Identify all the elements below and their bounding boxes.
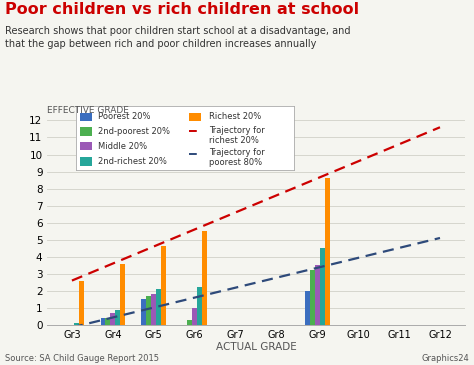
Bar — [320, 248, 325, 325]
Bar — [305, 291, 310, 325]
Bar — [106, 318, 110, 325]
Text: Middle 20%: Middle 20% — [98, 142, 147, 151]
Text: Poorest 20%: Poorest 20% — [98, 112, 150, 121]
Text: 2nd-poorest 20%: 2nd-poorest 20% — [98, 127, 170, 136]
Text: EFFECTIVE GRADE: EFFECTIVE GRADE — [47, 106, 129, 115]
Bar — [187, 320, 192, 325]
X-axis label: ACTUAL GRADE: ACTUAL GRADE — [216, 342, 296, 353]
Bar — [192, 308, 197, 325]
Bar — [110, 313, 115, 325]
Text: Poor children vs rich children at school: Poor children vs rich children at school — [5, 2, 359, 17]
Bar — [80, 112, 92, 121]
Bar — [120, 264, 125, 325]
Text: Graphics24: Graphics24 — [421, 354, 469, 363]
Bar — [310, 270, 315, 325]
Bar — [315, 265, 320, 325]
Bar — [141, 299, 146, 325]
Bar — [197, 287, 202, 325]
Bar — [80, 142, 92, 150]
Bar — [151, 294, 156, 325]
Text: Trajectory for
richest 20%: Trajectory for richest 20% — [209, 126, 264, 145]
Bar — [325, 178, 329, 325]
Text: Source: SA Child Gauge Report 2015: Source: SA Child Gauge Report 2015 — [5, 354, 159, 363]
Bar — [80, 157, 92, 166]
Bar — [80, 127, 92, 135]
Text: 2nd-richest 20%: 2nd-richest 20% — [98, 157, 166, 166]
Bar — [156, 289, 161, 325]
Bar — [189, 112, 201, 121]
Text: Trajectory for
poorest 80%: Trajectory for poorest 80% — [209, 148, 264, 167]
Bar — [115, 310, 120, 325]
Text: Richest 20%: Richest 20% — [209, 112, 261, 121]
Bar — [79, 281, 84, 325]
Bar — [100, 318, 106, 325]
Bar — [146, 296, 151, 325]
Bar — [161, 246, 166, 325]
Bar — [74, 323, 79, 325]
Bar — [202, 231, 207, 325]
Text: Research shows that poor children start school at a disadvantage, and
that the g: Research shows that poor children start … — [5, 26, 350, 49]
